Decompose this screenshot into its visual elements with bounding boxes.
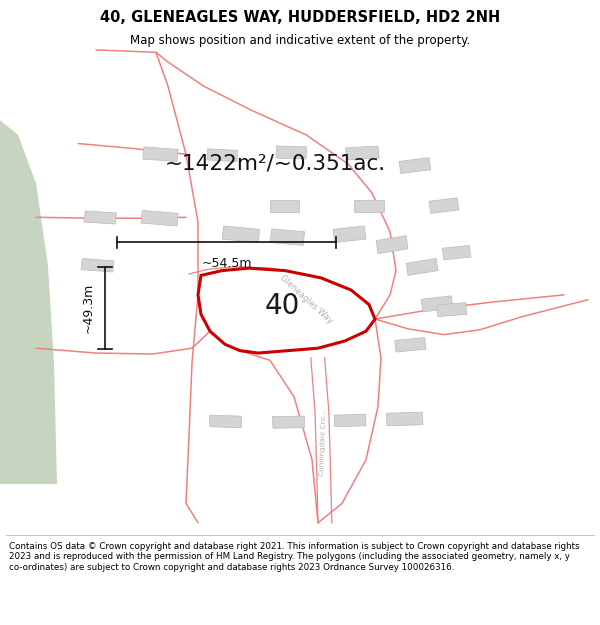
- Polygon shape: [429, 198, 459, 213]
- Polygon shape: [376, 236, 408, 254]
- Polygon shape: [354, 200, 384, 212]
- Polygon shape: [198, 268, 375, 353]
- Polygon shape: [386, 412, 423, 426]
- Polygon shape: [272, 416, 305, 428]
- Polygon shape: [334, 414, 366, 427]
- Text: 40: 40: [265, 291, 299, 319]
- Polygon shape: [234, 311, 263, 323]
- Polygon shape: [81, 259, 114, 272]
- Polygon shape: [84, 211, 116, 224]
- Polygon shape: [0, 120, 57, 484]
- Polygon shape: [233, 288, 262, 300]
- Text: Cunningdale Cro...: Cunningdale Cro...: [319, 409, 327, 476]
- Polygon shape: [442, 246, 471, 260]
- Polygon shape: [207, 149, 238, 161]
- Polygon shape: [399, 158, 431, 174]
- Polygon shape: [333, 226, 366, 242]
- Polygon shape: [143, 147, 178, 161]
- Polygon shape: [222, 226, 260, 242]
- Polygon shape: [270, 229, 305, 246]
- Text: ~54.5m: ~54.5m: [201, 257, 252, 270]
- Polygon shape: [406, 259, 438, 276]
- Polygon shape: [276, 146, 307, 159]
- Text: Gleneagles Way: Gleneagles Way: [278, 274, 334, 326]
- Polygon shape: [277, 314, 307, 326]
- Polygon shape: [395, 338, 426, 352]
- Text: 40, GLENEAGLES WAY, HUDDERSFIELD, HD2 2NH: 40, GLENEAGLES WAY, HUDDERSFIELD, HD2 2N…: [100, 9, 500, 24]
- Text: ~1422m²/~0.351ac.: ~1422m²/~0.351ac.: [165, 154, 386, 174]
- Polygon shape: [141, 211, 178, 226]
- Polygon shape: [270, 200, 299, 212]
- Text: ~49.3m: ~49.3m: [81, 283, 94, 333]
- Polygon shape: [437, 302, 467, 317]
- Polygon shape: [277, 290, 307, 302]
- Polygon shape: [421, 296, 453, 312]
- Polygon shape: [346, 146, 379, 160]
- Text: Contains OS data © Crown copyright and database right 2021. This information is : Contains OS data © Crown copyright and d…: [9, 542, 580, 571]
- Text: Map shows position and indicative extent of the property.: Map shows position and indicative extent…: [130, 34, 470, 48]
- Polygon shape: [209, 415, 242, 428]
